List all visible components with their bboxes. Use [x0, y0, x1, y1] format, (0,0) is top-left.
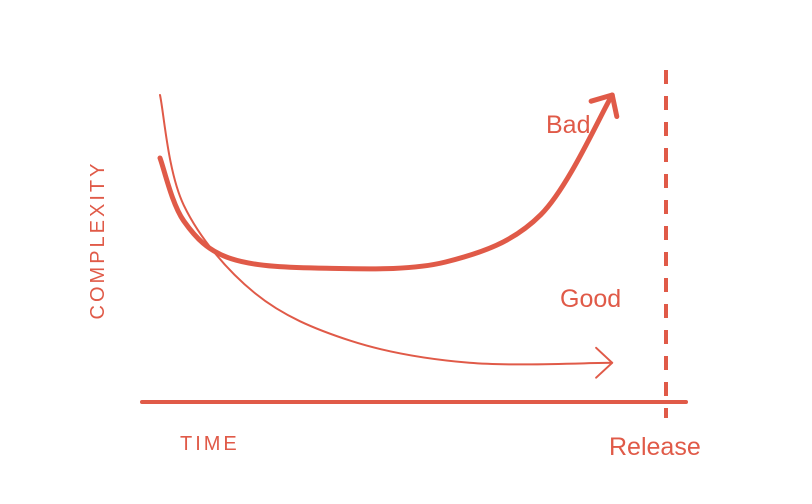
release-label: Release [609, 433, 701, 461]
bad-series-label: Bad [546, 111, 590, 139]
bad-series-line [157, 92, 615, 272]
good-series-label: Good [560, 285, 621, 313]
series-layer [157, 92, 620, 379]
y-axis-label: COMPLEXITY [87, 161, 109, 320]
good-series-arrowhead [595, 346, 614, 379]
bad-series-arrowhead [588, 92, 620, 119]
axes [140, 70, 688, 418]
good-series-line [159, 94, 614, 366]
x-axis-label: TIME [180, 433, 240, 455]
